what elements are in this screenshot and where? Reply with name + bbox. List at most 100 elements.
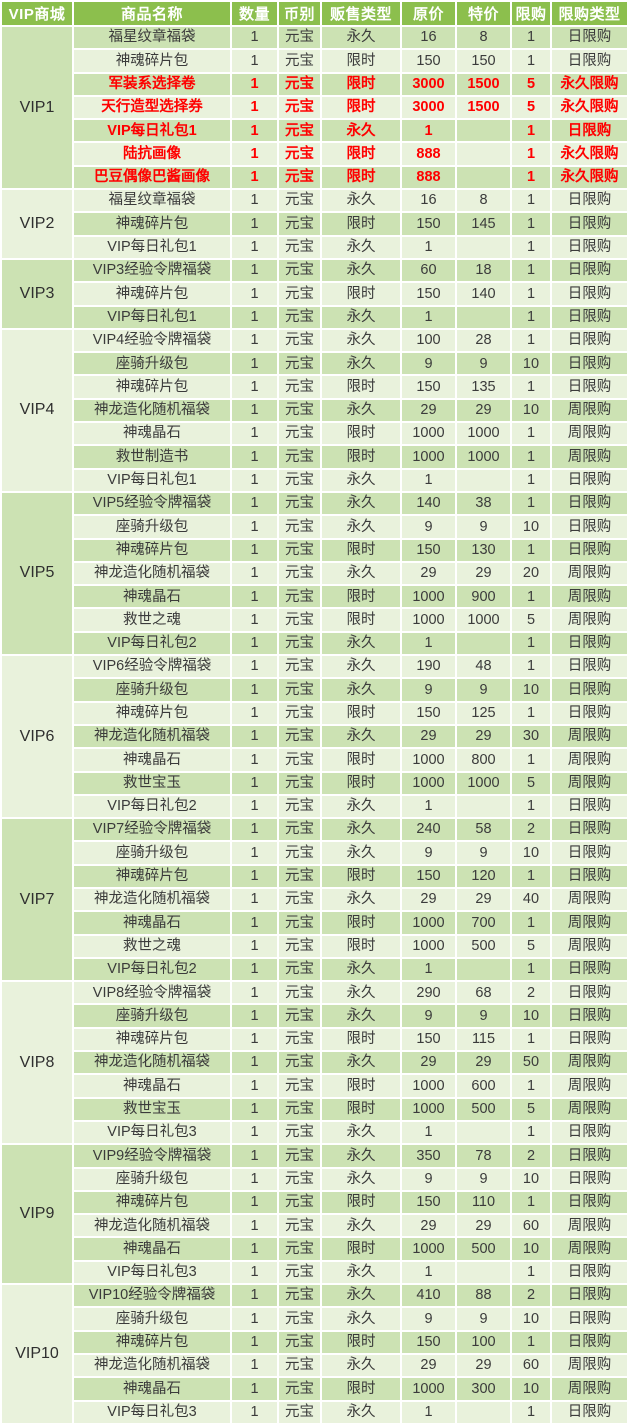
cell-quantity: 1 <box>230 281 279 307</box>
cell-sale-type: 限时 <box>320 1096 402 1122</box>
cell-currency: 元宝 <box>277 723 322 750</box>
cell-limit-type: 日限购 <box>550 514 627 540</box>
cell-currency: 元宝 <box>277 607 322 633</box>
cell-purchase-limit: 1 <box>510 1399 552 1424</box>
cell-original-price: 1000 <box>400 421 457 447</box>
cell-special-price: 9 <box>455 1003 512 1029</box>
product-row: 救世宝玉 1 元宝 限时 1000 1000 5 周限购 <box>1 770 627 796</box>
cell-purchase-limit: 1 <box>510 48 552 74</box>
cell-special-price: 8 <box>455 24 512 51</box>
cell-currency: 元宝 <box>277 281 322 307</box>
cell-product-name: 座骑升级包 <box>72 514 232 540</box>
cell-currency: 元宝 <box>277 654 322 680</box>
cell-original-price: 1000 <box>400 910 457 936</box>
product-row: 神魂碎片包 1 元宝 限时 150 140 1 日限购 <box>1 281 627 307</box>
cell-quantity: 1 <box>230 351 279 377</box>
product-row: 座骑升级包 1 元宝 永久 9 9 10 日限购 <box>1 1306 627 1332</box>
cell-original-price: 3000 <box>400 94 457 121</box>
product-row: 神魂晶石 1 元宝 限时 1000 900 1 周限购 <box>1 584 627 610</box>
cell-special-price: 135 <box>455 374 512 400</box>
cell-limit-type: 永久限购 <box>550 94 627 121</box>
cell-limit-type: 日限购 <box>550 24 627 51</box>
cell-product-name: 神魂碎片包 <box>72 211 232 237</box>
cell-currency: 元宝 <box>277 490 322 517</box>
cell-original-price: 9 <box>400 840 457 866</box>
cell-original-price: 1 <box>400 956 457 983</box>
cell-sale-type: 永久 <box>320 1399 402 1424</box>
cell-purchase-limit: 1 <box>510 1259 552 1286</box>
cell-special-price: 1000 <box>455 607 512 633</box>
cell-currency: 元宝 <box>277 141 322 167</box>
cell-purchase-limit: 20 <box>510 560 552 587</box>
cell-currency: 元宝 <box>277 304 322 330</box>
cell-original-price: 29 <box>400 397 457 424</box>
vip-tier-cell: VIP3 <box>0 257 74 330</box>
cell-quantity: 1 <box>230 1329 279 1355</box>
cell-purchase-limit: 1 <box>510 467 552 493</box>
cell-original-price: 1 <box>400 1259 457 1286</box>
cell-currency: 元宝 <box>277 910 322 936</box>
cell-product-name: 神魂晶石 <box>72 421 232 447</box>
product-row: 神龙造化随机福袋 1 元宝 永久 29 29 60 周限购 <box>1 1213 627 1239</box>
cell-original-price: 150 <box>400 374 457 400</box>
cell-product-name: 神魂碎片包 <box>72 863 232 889</box>
cell-sale-type: 限时 <box>320 537 402 563</box>
cell-product-name: 神魂晶石 <box>72 910 232 936</box>
cell-purchase-limit: 1 <box>510 188 552 214</box>
cell-quantity: 1 <box>230 1189 279 1216</box>
product-row: 神魂碎片包 1 元宝 限时 150 150 1 日限购 <box>1 48 627 74</box>
cell-sale-type: 限时 <box>320 607 402 633</box>
cell-quantity: 1 <box>230 374 279 400</box>
cell-purchase-limit: 10 <box>510 514 552 540</box>
cell-limit-type: 日限购 <box>550 1166 627 1192</box>
cell-purchase-limit: 5 <box>510 71 552 97</box>
cell-quantity: 1 <box>230 71 279 97</box>
cell-purchase-limit: 1 <box>510 141 552 167</box>
cell-limit-type: 日限购 <box>550 1143 627 1169</box>
cell-sale-type: 永久 <box>320 490 402 517</box>
cell-sale-type: 永久 <box>320 630 402 657</box>
cell-original-price: 9 <box>400 1166 457 1192</box>
cell-currency: 元宝 <box>277 700 322 726</box>
cell-limit-type: 日限购 <box>550 630 627 657</box>
cell-quantity: 1 <box>230 1306 279 1332</box>
cell-limit-type: 日限购 <box>550 1189 627 1216</box>
cell-quantity: 1 <box>230 980 279 1006</box>
cell-currency: 元宝 <box>277 1329 322 1355</box>
cell-special-price: 150 <box>455 48 512 74</box>
cell-quantity: 1 <box>230 327 279 354</box>
cell-quantity: 1 <box>230 118 279 144</box>
product-row: VIP每日礼包3 1 元宝 永久 1 1 日限购 <box>1 1119 627 1146</box>
cell-limit-type: 日限购 <box>550 700 627 726</box>
cell-quantity: 1 <box>230 1003 279 1029</box>
cell-currency: 元宝 <box>277 234 322 260</box>
cell-purchase-limit: 5 <box>510 770 552 796</box>
cell-quantity: 1 <box>230 584 279 610</box>
cell-special-price: 9 <box>455 514 512 540</box>
cell-purchase-limit: 1 <box>510 118 552 144</box>
cell-sale-type: 永久 <box>320 257 402 284</box>
cell-product-name: 神魂碎片包 <box>72 281 232 307</box>
cell-special-price <box>455 630 512 657</box>
cell-special-price <box>455 467 512 493</box>
cell-special-price: 18 <box>455 257 512 284</box>
cell-sale-type: 永久 <box>320 1352 402 1379</box>
cell-original-price: 9 <box>400 1306 457 1332</box>
cell-original-price: 9 <box>400 351 457 377</box>
cell-currency: 元宝 <box>277 24 322 51</box>
cell-sale-type: 永久 <box>320 723 402 750</box>
cell-quantity: 1 <box>230 1050 279 1076</box>
cell-quantity: 1 <box>230 793 279 820</box>
cell-product-name: VIP5经验令牌福袋 <box>72 490 232 517</box>
cell-sale-type: 限时 <box>320 1376 402 1402</box>
cell-purchase-limit: 1 <box>510 1329 552 1355</box>
header-special-price: 特价 <box>455 0 512 27</box>
cell-purchase-limit: 10 <box>510 1003 552 1029</box>
product-row: 座骑升级包 1 元宝 永久 9 9 10 日限购 <box>1 514 627 540</box>
vip-tier-cell: VIP9 <box>0 1143 74 1286</box>
product-row: 陆抗画像 1 元宝 限时 888 1 永久限购 <box>1 141 627 167</box>
cell-original-price: 150 <box>400 863 457 889</box>
cell-product-name: 神龙造化随机福袋 <box>72 1213 232 1239</box>
cell-product-name: 座骑升级包 <box>72 1003 232 1029</box>
cell-limit-type: 日限购 <box>550 234 627 260</box>
